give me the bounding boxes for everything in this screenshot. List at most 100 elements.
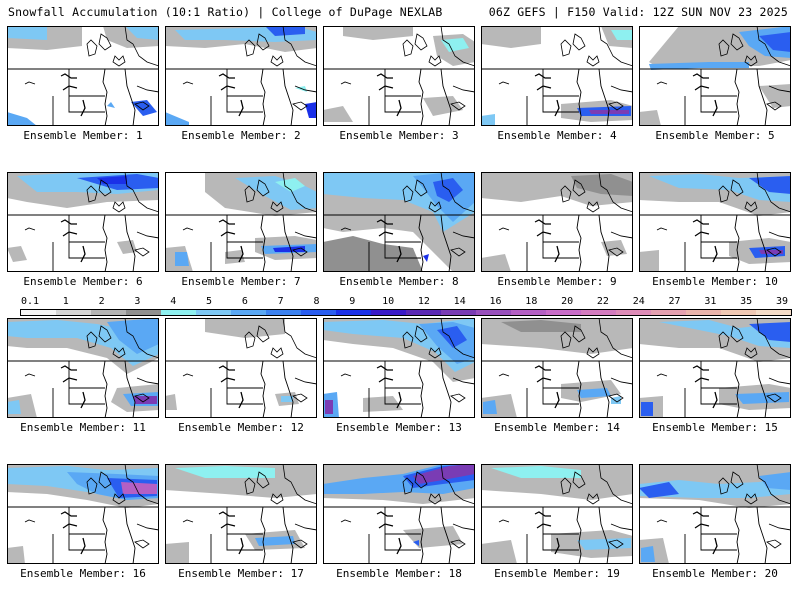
color-swatch: [476, 310, 511, 315]
color-scale-tick-label: 35: [740, 296, 753, 307]
snowfall-map: [639, 26, 791, 126]
ensemble-member-label: Ensemble Member: 15: [652, 421, 778, 434]
ensemble-member-panel: Ensemble Member: 19: [481, 464, 633, 584]
ensemble-member-label: Ensemble Member: 20: [652, 567, 778, 580]
color-swatch: [686, 310, 721, 315]
color-scale-tick-label: 39: [775, 296, 789, 307]
snowfall-map: [639, 172, 791, 272]
map-title: Snowfall Accumulation (10:1 Ratio) | Col…: [8, 5, 443, 19]
snowfall-color-scale: 0.1 1 2 3 4 5 6 7 8 9 10 12 14 16 18 20 22 24 27 31 35 39: [10, 296, 792, 320]
color-swatch: [616, 310, 651, 315]
ensemble-member-panel: Ensemble Member: 11: [7, 318, 159, 438]
ensemble-member-panel: Ensemble Member: 14: [481, 318, 633, 438]
color-scale-tick-label: 3: [134, 296, 141, 307]
snowfall-map: [481, 172, 633, 272]
ensemble-member-label: Ensemble Member: 8: [339, 275, 459, 288]
ensemble-member-panel: Ensemble Member: 16: [7, 464, 159, 584]
ensemble-member-label: Ensemble Member: 12: [178, 421, 304, 434]
ensemble-member-label: Ensemble Member: 5: [655, 129, 775, 142]
color-scale-tick-label: 8: [313, 296, 320, 307]
color-swatch: [406, 310, 441, 315]
snowfall-map: [323, 318, 475, 418]
ensemble-member-panel: Ensemble Member: 6: [7, 172, 159, 292]
color-scale-bar: [20, 309, 792, 316]
ensemble-member-panel: Ensemble Member: 1: [7, 26, 159, 146]
ensemble-member-label: Ensemble Member: 7: [181, 275, 301, 288]
snowfall-map: [165, 172, 317, 272]
color-scale-tick-label: 31: [704, 296, 717, 307]
color-scale-tick-label: 14: [453, 296, 466, 307]
color-scale-tick-label: 18: [525, 296, 538, 307]
ensemble-member-label: Ensemble Member: 6: [23, 275, 143, 288]
ensemble-member-label: Ensemble Member: 9: [497, 275, 617, 288]
ensemble-member-label: Ensemble Member: 1: [23, 129, 143, 142]
ensemble-member-panel: Ensemble Member: 8: [323, 172, 475, 292]
ensemble-member-panel: Ensemble Member: 3: [323, 26, 475, 146]
snowfall-map: [481, 464, 633, 564]
ensemble-member-panel: Ensemble Member: 2: [165, 26, 317, 146]
ensemble-member-label: Ensemble Member: 10: [652, 275, 778, 288]
snowfall-map: [323, 464, 475, 564]
snowfall-map: [7, 464, 159, 564]
color-swatch: [581, 310, 616, 315]
color-scale-tick-label: 1: [62, 296, 69, 307]
ensemble-member-label: Ensemble Member: 11: [20, 421, 146, 434]
ensemble-member-label: Ensemble Member: 17: [178, 567, 304, 580]
snowfall-map: [323, 26, 475, 126]
color-swatch: [756, 310, 791, 315]
color-scale-tick-label: 22: [596, 296, 609, 307]
color-swatch: [126, 310, 161, 315]
snowfall-map: [639, 318, 791, 418]
ensemble-member-panel: Ensemble Member: 20: [639, 464, 791, 584]
snowfall-map: [7, 172, 159, 272]
color-swatch: [56, 310, 91, 315]
ensemble-member-label: Ensemble Member: 18: [336, 567, 462, 580]
ensemble-member-panel: Ensemble Member: 5: [639, 26, 791, 146]
color-scale-tick-label: 2: [98, 296, 105, 307]
snowfall-map: [7, 318, 159, 418]
ensemble-member-panel: Ensemble Member: 4: [481, 26, 633, 146]
ensemble-member-label: Ensemble Member: 2: [181, 129, 301, 142]
color-scale-tick-label: 0.1: [20, 296, 40, 307]
ensemble-member-panel: Ensemble Member: 10: [639, 172, 791, 292]
model-run-info: 06Z GEFS | F150 Valid: 12Z SUN NOV 23 20…: [488, 5, 788, 19]
snowfall-map: [7, 26, 159, 126]
color-swatch: [231, 310, 266, 315]
snowfall-map: [481, 318, 633, 418]
color-scale-tick-label: 5: [206, 296, 213, 307]
ensemble-member-label: Ensemble Member: 19: [494, 567, 620, 580]
color-swatch: [651, 310, 686, 315]
ensemble-member-label: Ensemble Member: 3: [339, 129, 459, 142]
color-scale-tick-label: 16: [489, 296, 502, 307]
color-scale-tick-label: 9: [349, 296, 356, 307]
color-swatch: [371, 310, 406, 315]
ensemble-member-label: Ensemble Member: 13: [336, 421, 462, 434]
snowfall-map: [639, 464, 791, 564]
color-swatch: [301, 310, 336, 315]
ensemble-member-panel: Ensemble Member: 7: [165, 172, 317, 292]
snowfall-map: [165, 464, 317, 564]
ensemble-member-panel: Ensemble Member: 17: [165, 464, 317, 584]
color-scale-tick-label: 4: [170, 296, 177, 307]
snowfall-map: [323, 172, 475, 272]
color-swatch: [721, 310, 756, 315]
color-swatch: [196, 310, 231, 315]
ensemble-member-label: Ensemble Member: 16: [20, 567, 146, 580]
ensemble-member-label: Ensemble Member: 4: [497, 129, 617, 142]
snowfall-map: [481, 26, 633, 126]
color-scale-tick-label: 20: [561, 296, 574, 307]
color-scale-tick-label: 6: [241, 296, 248, 307]
color-swatch: [511, 310, 546, 315]
color-swatch: [441, 310, 476, 315]
ensemble-member-panel: Ensemble Member: 15: [639, 318, 791, 438]
color-scale-tick-label: 12: [417, 296, 430, 307]
color-scale-tick-label: 24: [632, 296, 645, 307]
color-swatch: [266, 310, 301, 315]
color-swatch: [21, 310, 56, 315]
ensemble-member-panel: Ensemble Member: 12: [165, 318, 317, 438]
ensemble-member-panel: Ensemble Member: 13: [323, 318, 475, 438]
color-swatch: [91, 310, 126, 315]
snowfall-map: [165, 318, 317, 418]
ensemble-member-label: Ensemble Member: 14: [494, 421, 620, 434]
ensemble-member-panel: Ensemble Member: 9: [481, 172, 633, 292]
